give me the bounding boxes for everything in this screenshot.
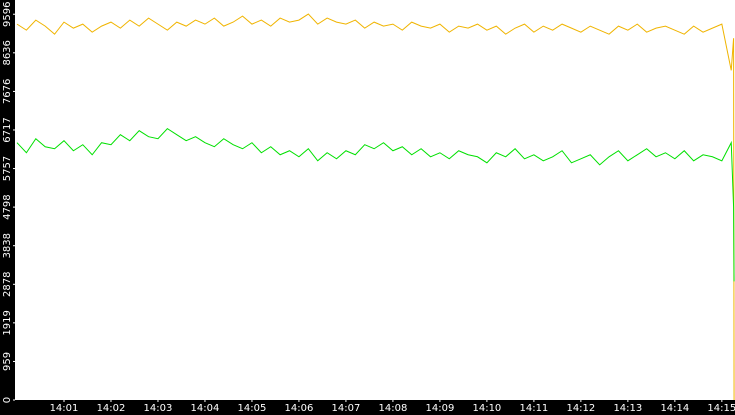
x-tick-label: 14:02: [97, 403, 126, 414]
y-tick-label: 5757: [2, 156, 13, 181]
y-tick-label: 9596: [2, 2, 13, 27]
series-line: [16, 127, 735, 282]
x-tick-label: 14:12: [566, 403, 595, 414]
y-tick-label: 2878: [2, 272, 13, 297]
x-tick-label: 14:14: [660, 403, 689, 414]
x-tick-label: 14:08: [379, 403, 408, 414]
x-tick-label: 14:06: [285, 403, 314, 414]
x-tick-label: 14:13: [613, 403, 642, 414]
x-tick-label: 14:01: [50, 403, 79, 414]
x-tick-label: 14:07: [332, 403, 361, 414]
x-tick-label: 14:11: [519, 403, 548, 414]
x-axis-strip: [0, 400, 735, 415]
y-tick-label: 959: [2, 352, 13, 371]
y-tick-label: 6717: [2, 117, 13, 142]
y-axis-strip: [0, 0, 15, 415]
y-tick-label: 4798: [2, 194, 13, 219]
x-tick-label: 14:03: [144, 403, 173, 414]
y-tick-label: 7676: [2, 79, 13, 104]
y-tick-label: 0: [2, 397, 13, 403]
series-line: [16, 13, 735, 401]
x-tick-label: 14:05: [238, 403, 267, 414]
x-tick-label: 14:15: [707, 403, 735, 414]
x-tick-label: 14:04: [191, 403, 220, 414]
x-tick-label: 14:10: [472, 403, 501, 414]
y-tick-label: 3838: [2, 233, 13, 258]
y-tick-label: 1919: [2, 310, 13, 335]
x-tick-label: 14:09: [425, 403, 454, 414]
y-tick-label: 8636: [2, 40, 13, 65]
